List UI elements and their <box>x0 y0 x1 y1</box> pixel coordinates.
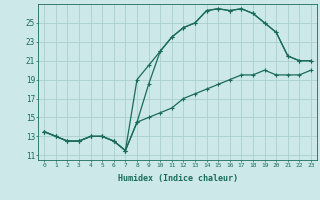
X-axis label: Humidex (Indice chaleur): Humidex (Indice chaleur) <box>118 174 238 183</box>
